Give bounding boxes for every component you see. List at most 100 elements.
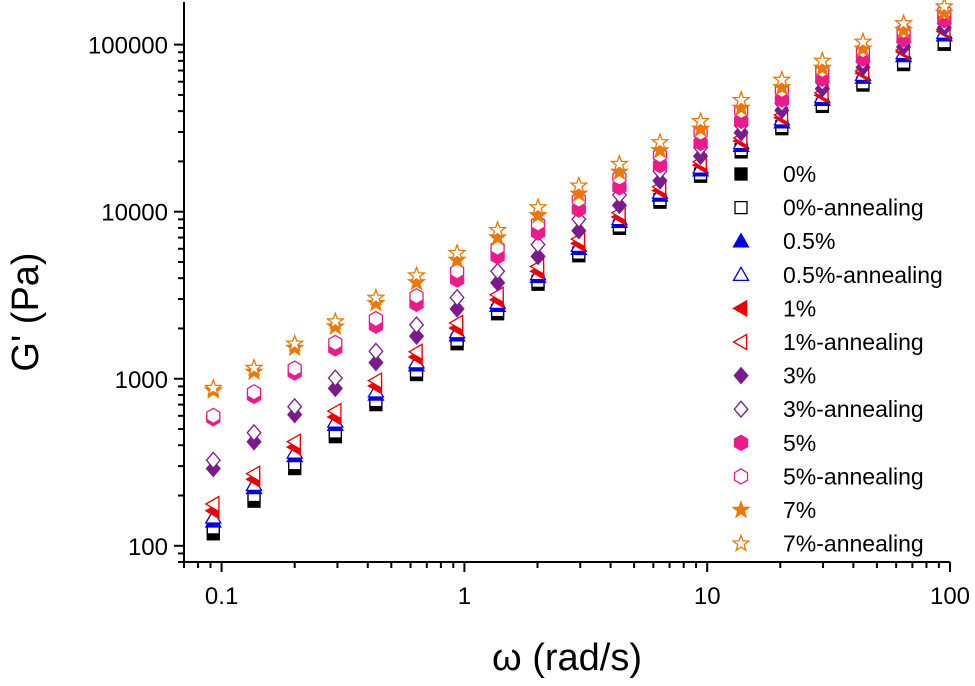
- data-point: [934, 2, 954, 22]
- legend-marker: [732, 333, 748, 351]
- data-point: [650, 140, 670, 159]
- data-point: [203, 377, 223, 397]
- data-point: [449, 299, 465, 318]
- data-point: [530, 247, 546, 266]
- legend-item: 1%: [732, 295, 816, 321]
- data-point: [368, 342, 384, 361]
- data-point: [693, 134, 708, 152]
- data-point: [448, 314, 464, 332]
- legend-item: 5%: [733, 430, 816, 456]
- data-point: [287, 397, 303, 416]
- legend-marker: [734, 167, 748, 181]
- data-point: [893, 13, 914, 32]
- data-point: [609, 153, 630, 173]
- legend-label: 3%-annealing: [783, 396, 924, 422]
- data-point: [812, 57, 833, 77]
- data-point: [368, 310, 384, 328]
- x-tick-label: 0.1: [205, 583, 238, 610]
- legend-item: 7%-annealing: [731, 531, 924, 557]
- legend-label: 0.5%-annealing: [783, 262, 943, 288]
- data-point: [204, 495, 220, 513]
- data-point: [447, 249, 467, 269]
- legend-label: 1%-annealing: [783, 329, 924, 355]
- data-point: [325, 316, 346, 335]
- legend-item: 5%-annealing: [733, 463, 924, 489]
- data-point: [487, 219, 508, 239]
- legend-label: 5%: [783, 430, 816, 456]
- data-point: [368, 353, 384, 372]
- data-point: [488, 286, 504, 304]
- y-tick-label: 100000: [88, 33, 168, 60]
- data-point: [327, 369, 343, 387]
- legend-marker: [732, 299, 748, 318]
- data-point: [812, 50, 833, 70]
- legend-marker: [732, 232, 750, 248]
- data-point: [490, 262, 506, 281]
- data-point: [487, 227, 508, 246]
- data-point: [407, 343, 423, 361]
- legend-marker: [733, 434, 749, 452]
- data-points: [203, 0, 954, 541]
- legend-marker: [731, 533, 751, 552]
- legend-item: 0.5%-annealing: [732, 262, 943, 288]
- data-point: [569, 183, 589, 203]
- data-point: [246, 384, 262, 401]
- data-point: [569, 175, 589, 194]
- data-point: [366, 293, 386, 312]
- data-point: [409, 287, 424, 305]
- data-point: [611, 196, 628, 215]
- data-point: [246, 432, 262, 451]
- data-point: [449, 263, 465, 280]
- data-point: [652, 172, 668, 190]
- legend-label: 5%-annealing: [783, 463, 924, 489]
- y-tick-label: 10000: [101, 200, 168, 227]
- data-point: [772, 77, 792, 96]
- data-point: [325, 311, 346, 330]
- data-point: [690, 118, 711, 138]
- data-point: [528, 197, 548, 216]
- legend-label: 0%-annealing: [783, 195, 924, 221]
- series-11: [203, 0, 954, 397]
- data-point: [571, 221, 587, 240]
- data-point: [893, 20, 914, 39]
- x-axis-title: ω (rad/s): [492, 637, 642, 679]
- data-point: [447, 242, 467, 262]
- data-point: [285, 433, 301, 451]
- y-tick-label: 100: [128, 534, 168, 561]
- data-point: [731, 97, 751, 117]
- y-ticks: 100 1000 10000 100000: [88, 33, 184, 563]
- data-point: [408, 316, 425, 334]
- data-point: [772, 69, 792, 89]
- data-point: [530, 235, 546, 254]
- legend-item: 0%-annealing: [734, 195, 924, 221]
- legend-item: 0%: [734, 161, 816, 187]
- x-tick-label: 1: [458, 583, 471, 610]
- data-point: [650, 132, 670, 151]
- data-point: [206, 407, 221, 425]
- x-tick-label: 10: [694, 583, 721, 610]
- legend: 0% 0%-annealing 0.5% 0.5%-annealing 1% 1%-ann…: [731, 161, 943, 557]
- data-point: [853, 38, 873, 57]
- data-point: [934, 0, 954, 15]
- legend-item: 1%-annealing: [732, 329, 924, 355]
- data-point: [246, 423, 262, 442]
- data-point: [408, 327, 425, 346]
- legend-marker: [734, 200, 748, 215]
- data-point: [449, 288, 465, 307]
- data-point: [285, 333, 305, 352]
- x-ticks: 0.1 1 10 100: [183, 562, 970, 610]
- data-point: [690, 111, 711, 130]
- legend-label: 0.5%: [783, 228, 835, 254]
- legend-label: 1%: [783, 295, 816, 321]
- data-point: [327, 379, 343, 398]
- legend-item: 0.5%: [732, 228, 835, 254]
- data-point: [367, 371, 383, 390]
- data-point: [609, 161, 630, 181]
- data-point: [366, 287, 386, 307]
- legend-item: 3%-annealing: [733, 396, 924, 422]
- data-point: [528, 205, 548, 224]
- data-point: [731, 89, 751, 109]
- x-tick-label: 100: [930, 583, 970, 610]
- data-point: [205, 451, 221, 470]
